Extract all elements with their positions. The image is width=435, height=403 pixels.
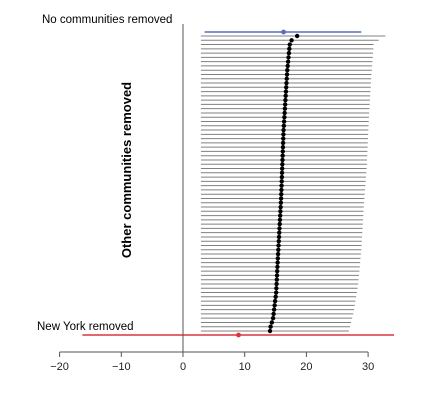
row-estimate-point: [287, 42, 292, 47]
row-estimate-point: [267, 328, 273, 334]
row-estimate-point: [278, 204, 283, 210]
row-estimate-point: [280, 140, 286, 146]
no-communities-removed-point: [281, 29, 286, 35]
row-estimate-point: [285, 68, 290, 73]
no-communities-removed-label: No communities removed: [42, 14, 172, 26]
row-estimate-point: [281, 136, 286, 141]
row-estimate-point: [277, 213, 283, 218]
x-tick-label: 30: [362, 361, 374, 373]
row-estimate-point: [283, 89, 289, 94]
row-estimate-point: [271, 311, 276, 317]
row-estimate-point: [275, 264, 280, 270]
row-estimate-point: [280, 162, 285, 167]
row-estimate-point: [276, 243, 281, 248]
row-estimate-point: [274, 281, 279, 287]
row-estimate-point: [281, 132, 286, 137]
row-estimate-point: [270, 315, 276, 321]
row-estimate-point: [283, 97, 288, 103]
row-estimate-point: [268, 324, 273, 329]
row-estimate-point: [294, 33, 300, 39]
row-estimate-point: [286, 55, 291, 60]
row-estimate-point: [273, 294, 278, 299]
row-estimate-point: [277, 230, 282, 235]
row-estimate-point: [276, 234, 282, 240]
row-estimate-point: [283, 93, 288, 99]
row-estimate-point: [279, 174, 285, 180]
x-axis-ticks: −20 −10 0 10 20 30: [50, 352, 374, 373]
row-estimate-point: [280, 144, 286, 150]
row-estimate-point: [276, 247, 281, 252]
row-estimate-point: [281, 123, 287, 128]
other-communities-rows: [200, 33, 386, 334]
row-estimate-point: [282, 102, 288, 107]
row-estimate-point: [274, 286, 279, 291]
row-estimate-point: [279, 179, 284, 184]
row-estimate-point: [277, 226, 282, 231]
row-estimate-point: [284, 72, 290, 77]
reference-rows: [82, 29, 395, 338]
row-estimate-point: [280, 157, 285, 163]
row-estimate-point: [282, 106, 288, 111]
row-estimate-point: [282, 110, 287, 116]
new-york-removed-label: New York removed: [37, 321, 134, 333]
x-tick-label: −10: [112, 361, 131, 373]
row-estimate-point: [284, 85, 289, 90]
row-estimate-point: [284, 76, 289, 81]
new-york-removed-point: [236, 332, 241, 338]
x-tick-label: 20: [300, 361, 312, 373]
row-estimate-point: [281, 119, 287, 124]
row-estimate-point: [272, 303, 277, 308]
row-estimate-point: [278, 200, 284, 205]
row-estimate-point: [273, 290, 279, 295]
row-estimate-point: [279, 187, 284, 193]
x-tick-label: 0: [180, 361, 186, 373]
row-estimate-point: [269, 320, 275, 325]
row-estimate-point: [280, 153, 285, 158]
row-estimate-point: [272, 298, 278, 304]
row-estimate-point: [274, 273, 280, 278]
x-tick-label: 10: [239, 361, 251, 373]
row-estimate-point: [280, 149, 285, 154]
row-estimate-point: [279, 166, 285, 171]
row-estimate-point: [277, 221, 282, 227]
row-estimate-point: [279, 191, 284, 197]
row-estimate-point: [284, 80, 289, 86]
row-estimate-point: [275, 251, 281, 257]
row-estimate-point: [278, 196, 284, 201]
row-estimate-point: [279, 170, 285, 176]
row-estimate-point: [277, 217, 283, 223]
row-estimate-point: [274, 277, 279, 282]
row-estimate-point: [285, 59, 291, 64]
y-axis-label: Other communities removed: [119, 82, 134, 258]
row-estimate-point: [281, 127, 286, 133]
row-estimate-point: [282, 115, 287, 120]
row-estimate-point: [275, 260, 280, 265]
row-estimate-point: [271, 307, 277, 312]
row-estimate-point: [274, 268, 280, 274]
row-estimate-point: [275, 256, 281, 261]
row-estimate-point: [276, 239, 281, 244]
row-estimate-point: [278, 209, 283, 214]
row-estimate-point: [287, 46, 292, 52]
row-estimate-point: [289, 38, 294, 43]
x-tick-label: −20: [50, 361, 69, 373]
row-estimate-point: [279, 183, 284, 188]
row-estimate-point: [285, 63, 290, 69]
row-estimate-point: [286, 50, 292, 56]
